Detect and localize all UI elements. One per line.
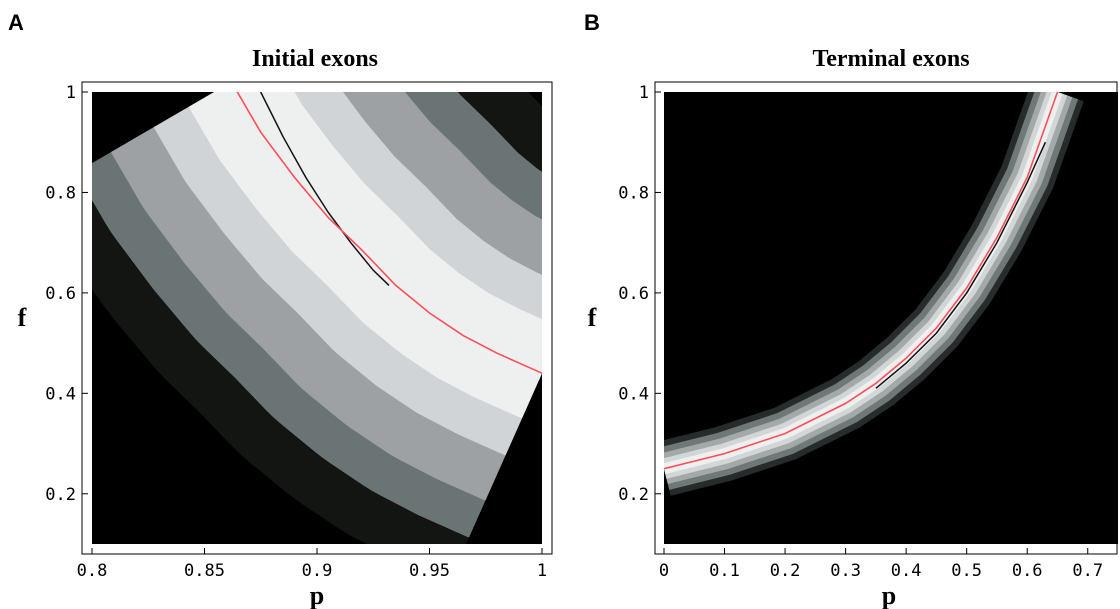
- x-tick-label: 0.95: [409, 561, 450, 581]
- plot-area: [654, 81, 1118, 555]
- panel-a: A Initial exons 0.8 0.85 0.9 0.95 1 0.20.40.…: [8, 10, 553, 609]
- x-tick-label: 0.1: [709, 561, 740, 581]
- y-axis-label: f: [588, 303, 597, 332]
- y-tick-label: 0.6: [45, 284, 76, 304]
- x-tick-label: 0.9: [302, 561, 333, 581]
- y-tick-label: 0.4: [618, 384, 649, 404]
- y-tick-label: 0.4: [45, 384, 76, 404]
- y-tick-label: 0.8: [618, 183, 649, 203]
- panel-b: B Terminal exons 0 0.1 0.2 0.3 0.4 0.5 0.6 0.7 …: [584, 10, 1118, 609]
- x-axis-label: p: [310, 581, 324, 609]
- y-tick-label: 0.8: [45, 183, 76, 203]
- inner-contour-line: [260, 92, 390, 286]
- x-tick-label: 0.4: [891, 561, 922, 581]
- x-tick-label: 1: [537, 561, 547, 581]
- x-tick-label: 0.3: [830, 561, 861, 581]
- x-axis-ticks: 0.8 0.85 0.9 0.95 1: [77, 548, 547, 581]
- x-tick-label: 0.7: [1072, 561, 1103, 581]
- x-axis-ticks: 0 0.1 0.2 0.3 0.4 0.5 0.6 0.7: [659, 548, 1103, 581]
- ridge-line: [664, 92, 1059, 470]
- x-tick-label: 0: [659, 561, 669, 581]
- panel-letter: A: [8, 10, 24, 35]
- ridge-line: [236, 92, 542, 374]
- panel-letter: B: [584, 10, 600, 35]
- inner-contour-line: [875, 141, 1047, 389]
- y-tick-label: 1: [66, 83, 76, 103]
- y-tick-label: 0.2: [45, 485, 76, 505]
- x-tick-label: 0.8: [77, 561, 108, 581]
- y-tick-label: 1: [639, 83, 649, 103]
- y-axis-label: f: [18, 303, 27, 332]
- y-tick-label: 0.2: [618, 485, 649, 505]
- chart-title: Initial exons: [252, 46, 378, 72]
- x-axis-label: p: [882, 581, 896, 609]
- y-tick-label: 0.6: [618, 284, 649, 304]
- y-axis-ticks: 0.2 0.4 0.6 0.8 1: [618, 83, 661, 505]
- y-axis-ticks: 0.2 0.4 0.6 0.8 1: [45, 83, 88, 505]
- plot-area: [81, 81, 553, 555]
- chart-title: Terminal exons: [812, 46, 969, 72]
- x-tick-label: 0.6: [1012, 561, 1043, 581]
- x-tick-label: 0.2: [770, 561, 801, 581]
- x-tick-label: 0.5: [951, 561, 982, 581]
- x-tick-label: 0.85: [184, 561, 225, 581]
